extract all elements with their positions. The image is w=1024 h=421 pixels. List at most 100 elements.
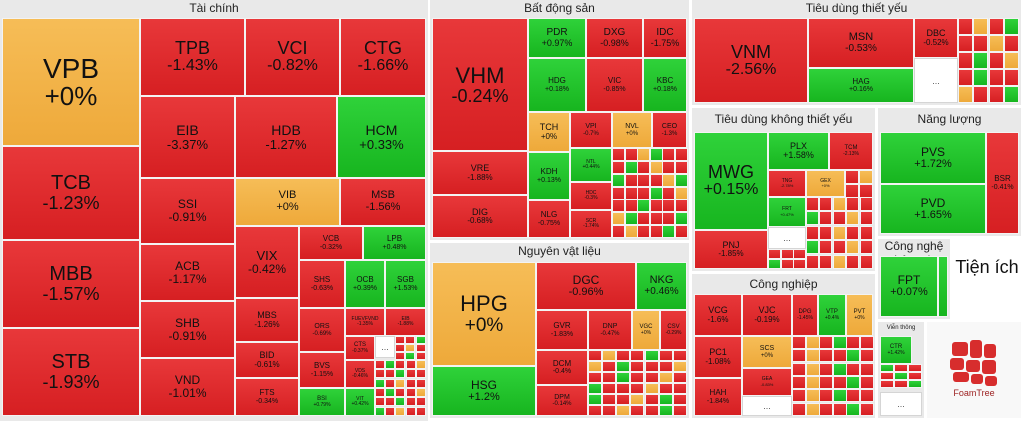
small-stock-tile[interactable] — [395, 336, 405, 344]
small-stock-tile[interactable] — [860, 255, 873, 269]
small-stock-tile[interactable] — [833, 336, 847, 349]
small-stock-tile[interactable] — [833, 226, 846, 240]
stock-tile[interactable]: VTP +0.4% — [818, 294, 846, 336]
stock-tile[interactable]: VHM -0.24% — [432, 18, 528, 151]
small-stock-tile[interactable] — [406, 397, 416, 406]
small-stock-tile[interactable] — [768, 259, 781, 269]
small-stock-tile[interactable] — [806, 240, 819, 254]
stock-tile[interactable]: KDH +0.13% — [528, 152, 570, 200]
small-stock-tile[interactable] — [806, 336, 820, 349]
small-stock-tile[interactable] — [973, 18, 988, 35]
small-stock-tile[interactable] — [637, 148, 650, 161]
small-stock-tile[interactable] — [630, 361, 644, 372]
stock-tile[interactable]: VCG -1.6% — [694, 294, 742, 336]
stock-tile[interactable]: PVD +1.65% — [880, 184, 986, 234]
small-stock-tile[interactable] — [833, 376, 847, 389]
stock-tile[interactable]: SHB -0.91% — [140, 301, 235, 358]
small-stock-tile[interactable] — [1004, 86, 1019, 103]
stock-tile[interactable]: SHS -0.63% — [299, 260, 345, 308]
small-stock-tile[interactable] — [846, 211, 859, 225]
stock-tile[interactable]: VIX -0.42% — [235, 226, 299, 298]
small-stock-tile[interactable] — [612, 199, 625, 212]
stock-tile[interactable]: GEX +0% — [806, 170, 845, 197]
stock-tile[interactable]: FUEVFVND -1.35% — [345, 308, 385, 336]
small-stock-tile[interactable] — [416, 407, 426, 416]
stock-tile[interactable]: ORS -0.69% — [299, 308, 345, 352]
small-stock-tile[interactable] — [958, 35, 973, 52]
small-stock-tile[interactable] — [973, 35, 988, 52]
small-stock-tile[interactable] — [894, 372, 908, 380]
stock-tile[interactable]: TCB -1.23% — [2, 146, 140, 240]
small-stock-tile[interactable] — [819, 363, 833, 376]
small-stock-tile[interactable] — [416, 344, 426, 352]
stock-tile[interactable]: PVT +0% — [846, 294, 873, 336]
small-stock-tile[interactable] — [846, 376, 860, 389]
stock-tile[interactable]: NKG +0.46% — [636, 262, 687, 310]
small-stock-tile[interactable] — [860, 211, 873, 225]
small-stock-tile[interactable] — [659, 394, 673, 405]
small-stock-tile[interactable] — [416, 369, 426, 378]
small-stock-tile[interactable] — [662, 161, 675, 174]
small-stock-tile[interactable] — [405, 352, 415, 360]
stock-tile[interactable]: BSR -0.41% — [986, 132, 1019, 234]
small-stock-tile[interactable] — [880, 372, 894, 380]
small-stock-tile[interactable] — [908, 380, 922, 388]
stock-tile[interactable]: BID -0.61% — [235, 342, 299, 378]
small-stock-tile[interactable] — [630, 350, 644, 361]
small-stock-tile[interactable] — [860, 389, 874, 402]
small-stock-tile[interactable] — [612, 212, 625, 225]
small-stock-tile[interactable] — [833, 403, 847, 416]
stock-tile[interactable]: IDC -1.75% — [643, 18, 687, 58]
stock-tile[interactable]: CEO -1.3% — [652, 112, 687, 148]
small-stock-tile[interactable] — [860, 336, 874, 349]
small-stock-tile[interactable] — [659, 350, 673, 361]
stock-tile[interactable]: SGB +1.53% — [385, 260, 426, 308]
stock-tile[interactable]: EIB -3.37% — [140, 96, 235, 178]
small-stock-tile[interactable] — [630, 394, 644, 405]
stock-tile[interactable]: FPT +0.07% — [880, 256, 938, 317]
small-stock-tile[interactable] — [405, 336, 415, 344]
small-stock-tile[interactable] — [645, 350, 659, 361]
small-stock-tile[interactable] — [395, 407, 405, 416]
small-stock-tile[interactable] — [1004, 35, 1019, 52]
stock-tile[interactable]: DGC -0.96% — [536, 262, 636, 310]
small-stock-tile[interactable] — [894, 380, 908, 388]
small-stock-tile[interactable] — [395, 360, 405, 369]
stock-tile[interactable]: HDG +0.18% — [528, 58, 586, 112]
stock-tile[interactable]: NTL +0.44% — [570, 148, 612, 182]
stock-tile[interactable]: SSI -0.91% — [140, 178, 235, 244]
small-stock-tile[interactable] — [792, 403, 806, 416]
small-stock-tile[interactable] — [385, 379, 395, 388]
small-stock-tile[interactable] — [859, 184, 873, 198]
small-stock-tile[interactable] — [673, 372, 687, 383]
small-stock-tile[interactable] — [846, 240, 859, 254]
small-stock-tile[interactable] — [673, 383, 687, 394]
small-stock-tile[interactable] — [989, 69, 1004, 86]
stock-tile[interactable]: VPI -0.7% — [570, 112, 612, 148]
stock-tile[interactable]: MBB -1.57% — [2, 240, 140, 328]
small-stock-tile[interactable] — [602, 361, 616, 372]
stock-tile[interactable]: DBC -0.52% — [914, 18, 958, 58]
small-stock-tile[interactable] — [860, 403, 874, 416]
small-stock-tile[interactable] — [846, 255, 859, 269]
stock-tile[interactable]: PLX +1.58% — [768, 132, 829, 170]
small-stock-tile[interactable] — [675, 174, 688, 187]
stock-tile[interactable]: NLG -0.75% — [528, 200, 570, 238]
small-stock-tile[interactable] — [846, 197, 859, 211]
small-stock-tile[interactable] — [806, 389, 820, 402]
more-button[interactable]: ... — [880, 392, 922, 416]
stock-tile[interactable]: VND -1.01% — [140, 358, 235, 416]
stock-tile[interactable]: DCM -0.4% — [536, 350, 588, 385]
stock-tile[interactable]: VIT +0.42% — [345, 388, 375, 416]
small-stock-tile[interactable] — [637, 161, 650, 174]
small-stock-tile[interactable] — [662, 225, 675, 238]
stock-tile[interactable]: BSI +0.79% — [299, 388, 345, 416]
small-stock-tile[interactable] — [659, 405, 673, 416]
small-stock-tile[interactable] — [792, 376, 806, 389]
small-stock-tile[interactable] — [612, 174, 625, 187]
stock-tile[interactable]: VIB +0% — [235, 178, 340, 226]
small-stock-tile[interactable] — [375, 388, 385, 397]
stock-tile[interactable]: DNP -0.47% — [588, 310, 632, 350]
stock-tile[interactable]: MSB -1.56% — [340, 178, 426, 226]
small-stock-tile[interactable] — [630, 383, 644, 394]
